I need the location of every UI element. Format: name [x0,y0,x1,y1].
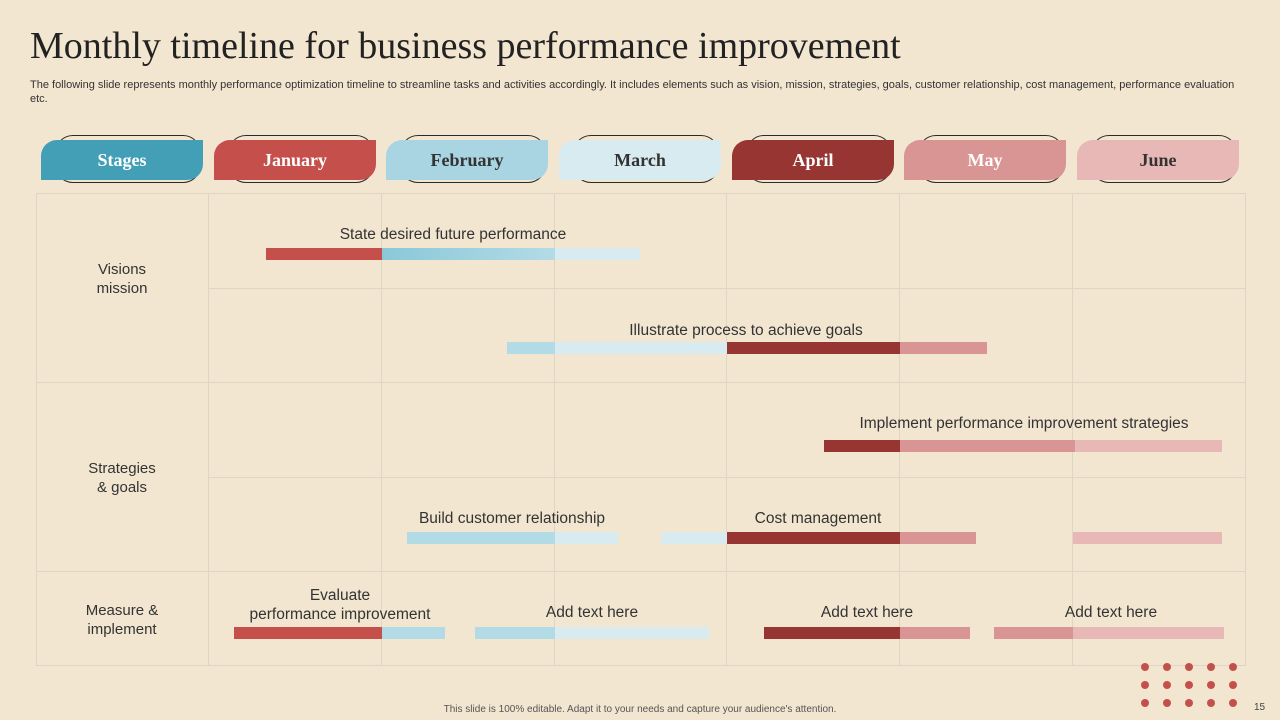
bar-addtext3-june [1073,627,1224,639]
header-january-label: January [214,140,376,180]
decorative-dots [1140,662,1240,710]
stage-measure-implement: Measure & implement [85,602,159,638]
bar-illustrate-april [727,342,900,354]
bar-customer-february [407,532,555,544]
bar-implement-june [1075,440,1222,452]
stage-strategies-goals: Strategies & goals [88,460,156,496]
page-title: Monthly timeline for business performanc… [30,25,901,67]
bar-addtext2-april [764,627,900,639]
bar-state-future-january [266,248,382,260]
bar-state-future-march [555,248,640,260]
header-april: April [732,135,894,183]
task-label-add-text-1: Add text here [545,604,639,621]
header-june-label: June [1077,140,1239,180]
task-label-performance-improvement: performance improvement [249,606,431,623]
bar-addtext3-may [994,627,1073,639]
header-stages: Stages [41,135,203,183]
bar-addtext2-may [900,627,970,639]
task-label-state-future-performance: State desired future performance [339,226,567,243]
bar-implement-april [824,440,900,452]
task-label-add-text-2: Add text here [820,604,914,621]
task-label-add-text-3: Add text here [1064,604,1158,621]
bar-addtext1-march [555,627,709,639]
header-stages-label: Stages [41,140,203,180]
bar-cost-march [661,532,727,544]
page-number: 15 [1254,702,1266,713]
footer-note: This slide is 100% editable. Adapt it to… [443,704,837,715]
bar-evaluate-february [382,627,445,639]
header-may-label: May [904,140,1066,180]
header-march-label: March [559,140,721,180]
bar-addtext1-february [475,627,555,639]
page-subtitle: The following slide represents monthly p… [30,79,1235,105]
timeline-grid [36,193,1246,666]
bar-illustrate-february [507,342,555,354]
bar-state-future-february [382,248,555,260]
header-may: May [904,135,1066,183]
task-label-cost-management: Cost management [754,510,882,527]
bar-cost-may [900,532,976,544]
task-label-implement-strategies: Implement performance improvement strate… [859,415,1189,432]
task-label-evaluate: Evaluate [309,587,371,604]
bar-illustrate-may [900,342,987,354]
header-january: January [214,135,376,183]
header-april-label: April [732,140,894,180]
bar-evaluate-january [234,627,382,639]
bar-customer-march [555,532,618,544]
bar-implement-may [900,440,1075,452]
bar-cost-june [1073,532,1222,544]
bar-illustrate-march [555,342,727,354]
task-label-illustrate-process: Illustrate process to achieve goals [629,322,863,339]
header-february: February [386,135,548,183]
header-march: March [559,135,721,183]
bar-cost-april [727,532,900,544]
stage-vision-mission: Visions mission [96,261,148,297]
header-february-label: February [386,140,548,180]
header-june: June [1077,135,1239,183]
task-label-build-customer-relationship: Build customer relationship [418,510,606,527]
